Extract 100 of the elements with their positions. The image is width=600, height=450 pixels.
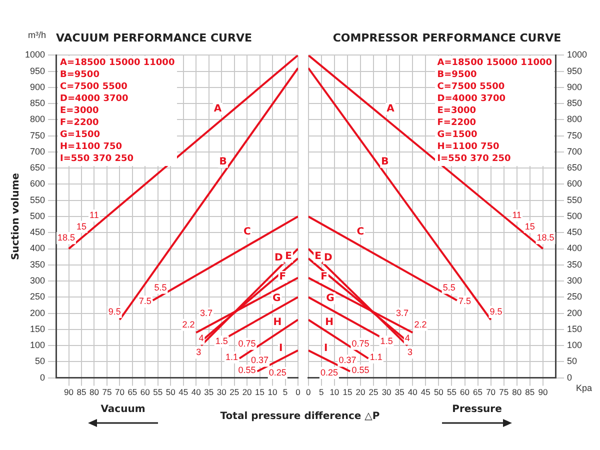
series-label: A [214, 104, 222, 115]
annotation: I=550 370 250 [437, 153, 512, 165]
annotation: B=9500 [60, 69, 100, 81]
y-tick-label: 850 [30, 98, 46, 108]
x-tick-label: 70 [114, 387, 125, 398]
annotation: 0.25 [320, 367, 338, 378]
annotation: 0.75 [352, 338, 370, 348]
annotation: 18.5 [57, 232, 75, 243]
annotation: 7.5 [138, 296, 152, 306]
annotation: 0.37 [251, 355, 269, 366]
annotation: C=7500 5500 [437, 81, 506, 93]
annotation: I=550 370 250 [60, 153, 135, 165]
annotation: H=1100 750 [437, 141, 500, 153]
series-label: H [273, 316, 282, 328]
x-tick-label: 50 [434, 387, 444, 398]
annotation: A=18500 15000 11000 [60, 57, 175, 69]
x-tick-label: 70 [486, 387, 496, 398]
series-label: I [279, 342, 283, 354]
text: Vacuum [100, 404, 146, 415]
x-tick-label: 20 [242, 387, 252, 398]
y-tick-label: 200 [566, 308, 582, 318]
x-tick-label: 25 [230, 387, 240, 398]
series-label: D [324, 252, 332, 264]
annotation: 3 [196, 347, 202, 358]
annotation: 7.5 [458, 296, 472, 306]
y-tick-label: 1000 [24, 50, 46, 60]
x-tick-label: 0 [306, 387, 311, 398]
y-tick-label: 350 [30, 259, 46, 270]
x-tick-label: 55 [446, 387, 457, 398]
y-tick-label: 450 [30, 227, 46, 238]
annotation: E=3000 [437, 105, 478, 117]
y-axis-title: Suction volume [10, 172, 22, 260]
annotation: 2.2 [414, 319, 427, 330]
series-label: C [244, 226, 251, 238]
y-tick-label: 1000 [566, 50, 588, 60]
series-label: H [325, 316, 334, 328]
y-tick-label: 800 [566, 114, 582, 124]
annotation: 0.55 [352, 365, 370, 376]
text: Pressure [451, 404, 503, 415]
y-tick-label: 600 [30, 178, 46, 189]
annotation: 0.37 [338, 355, 356, 366]
annotation: 15 [524, 221, 535, 232]
x-tick-label: 5 [319, 387, 324, 398]
annotation: 2.2 [182, 319, 195, 330]
series-label: I [324, 342, 328, 354]
y-tick-label: 750 [566, 130, 582, 140]
y-tick-label: 550 [30, 194, 46, 205]
annotation: G=1500 [437, 129, 478, 141]
x-tick-label: 80 [89, 387, 100, 398]
annotation: C=7500 5500 [60, 81, 128, 93]
annotation: 0.75 [238, 338, 256, 348]
y-tick-label: 50 [566, 356, 577, 366]
y-tick-label: 350 [566, 259, 582, 270]
annotation: 3.7 [396, 308, 408, 318]
text: m³/h [28, 30, 46, 40]
series-label: B [381, 156, 389, 168]
annotation: E=3000 [60, 105, 100, 117]
annotation: 15 [76, 221, 86, 232]
y-tick-label: 600 [566, 178, 582, 189]
annotation: F=2200 [60, 117, 100, 129]
annotation: F=2200 [437, 117, 478, 129]
y-tick-label: 550 [566, 194, 582, 205]
annotation: 1.1 [370, 352, 382, 362]
series-label: A [386, 104, 395, 115]
x-tick-label: 20 [356, 387, 366, 398]
x-tick-label: 60 [460, 387, 470, 398]
series-label: C [356, 226, 364, 238]
x-tick-label: 65 [128, 387, 138, 398]
series-label: B [219, 156, 227, 168]
annotation: 18.5 [536, 232, 554, 243]
x-tick-label: 65 [473, 387, 483, 398]
x-tick-label: 15 [342, 387, 352, 398]
series-label: F [279, 272, 286, 283]
annotation: 0.25 [268, 367, 286, 378]
x-tick-label: 35 [204, 387, 214, 398]
x-tick-label: 55 [153, 387, 163, 398]
y-tick-label: 650 [566, 162, 582, 173]
y-tick-label: 500 [566, 210, 582, 221]
x-tick-label: 5 [282, 387, 288, 398]
series-label: F [320, 272, 328, 283]
x-tick-label: 85 [76, 387, 86, 398]
y-tick-label: 150 [30, 324, 46, 334]
y-tick-label: 850 [566, 98, 582, 108]
annotation: 5.5 [154, 282, 167, 292]
annotation: 4 [404, 333, 410, 344]
x-tick-label: 10 [268, 387, 278, 398]
annotation: 1.5 [215, 336, 228, 346]
x-tick-label: 75 [102, 387, 112, 398]
annotation: D=4000 3700 [437, 93, 507, 105]
x-axis-title: Total pressure difference △P [220, 411, 380, 422]
annotation: 9.5 [490, 306, 502, 316]
x-tick-label: 25 [368, 387, 379, 398]
y-tick-label: 150 [566, 324, 582, 334]
chart-title: COMPRESSOR PERFORMANCE CURVE [332, 31, 562, 44]
y-tick-label: 100 [30, 340, 46, 350]
series-label: D [274, 252, 283, 264]
y-tick-label: 650 [30, 162, 46, 173]
annotation: 11 [90, 210, 99, 220]
y-tick-label: 250 [566, 292, 582, 302]
y-tick-label: 400 [30, 243, 46, 254]
